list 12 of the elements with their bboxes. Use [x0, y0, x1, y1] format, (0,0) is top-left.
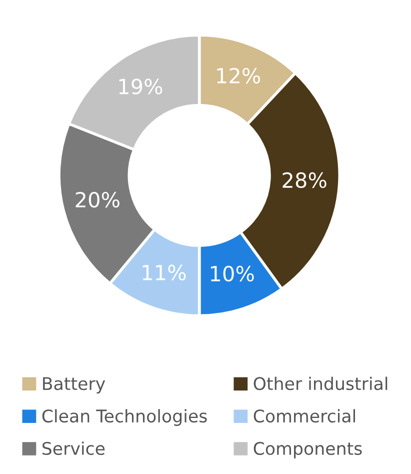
legend-label: Service: [42, 442, 105, 456]
data-label: 10%: [210, 266, 254, 282]
legend-label: Commercial: [254, 409, 356, 423]
data-label: 11%: [142, 264, 186, 280]
legend-label: Battery: [43, 377, 106, 394]
legend-label: Other industrial: [254, 376, 388, 390]
data-label: 28%: [282, 172, 326, 188]
data-label: 19%: [119, 78, 162, 94]
data-label: 20%: [76, 192, 120, 208]
data-label: 12%: [217, 68, 260, 84]
legend-label: Components: [254, 442, 362, 458]
legend-label: Clean Technologies: [42, 409, 207, 426]
